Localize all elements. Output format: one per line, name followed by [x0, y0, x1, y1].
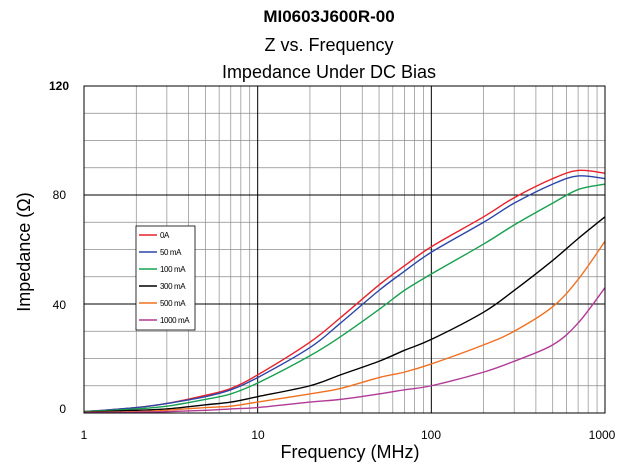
x-tick-label: 10: [251, 428, 265, 442]
series-line: [83, 287, 606, 414]
legend-label: 1000 mA: [160, 316, 190, 325]
legend-label: 300 mA: [160, 282, 186, 291]
legend: 0A 50 mA 100 mA 300 mA 500 mA 1000 mA: [135, 225, 196, 331]
legend-label: 0A: [160, 231, 170, 240]
y-axis-label: Impedance (Ω): [14, 192, 34, 312]
series-line: [83, 175, 606, 413]
y-tick-label: 0: [59, 402, 66, 416]
legend-label: 500 mA: [160, 299, 186, 308]
series-line: [83, 183, 606, 413]
legend-label: 100 mA: [160, 265, 186, 274]
series-line: [83, 240, 606, 414]
x-tick-label: 100: [421, 428, 441, 442]
y-tick-label: 120: [49, 79, 69, 93]
y-tick-labels: 0 40 80 120: [49, 79, 69, 416]
y-tick-label: 40: [53, 298, 67, 312]
x-tick-labels: 1 10 100 1000: [81, 428, 616, 442]
series-line: [83, 216, 606, 413]
chart-subtitle-1: Z vs. Frequency: [264, 35, 393, 55]
plot-border: [83, 85, 606, 414]
chart-title: MI0603J600R-00: [263, 7, 394, 26]
series-lines: [83, 169, 606, 414]
chart-subtitle-2: Impedance Under DC Bias: [222, 62, 436, 82]
legend-box: [135, 225, 196, 331]
y-tick-label: 80: [53, 188, 67, 202]
grid-minor: [84, 86, 605, 413]
x-tick-label: 1000: [589, 428, 616, 442]
x-axis-label: Frequency (MHz): [280, 442, 419, 462]
x-tick-label: 1: [81, 428, 88, 442]
legend-label: 50 mA: [160, 248, 182, 257]
